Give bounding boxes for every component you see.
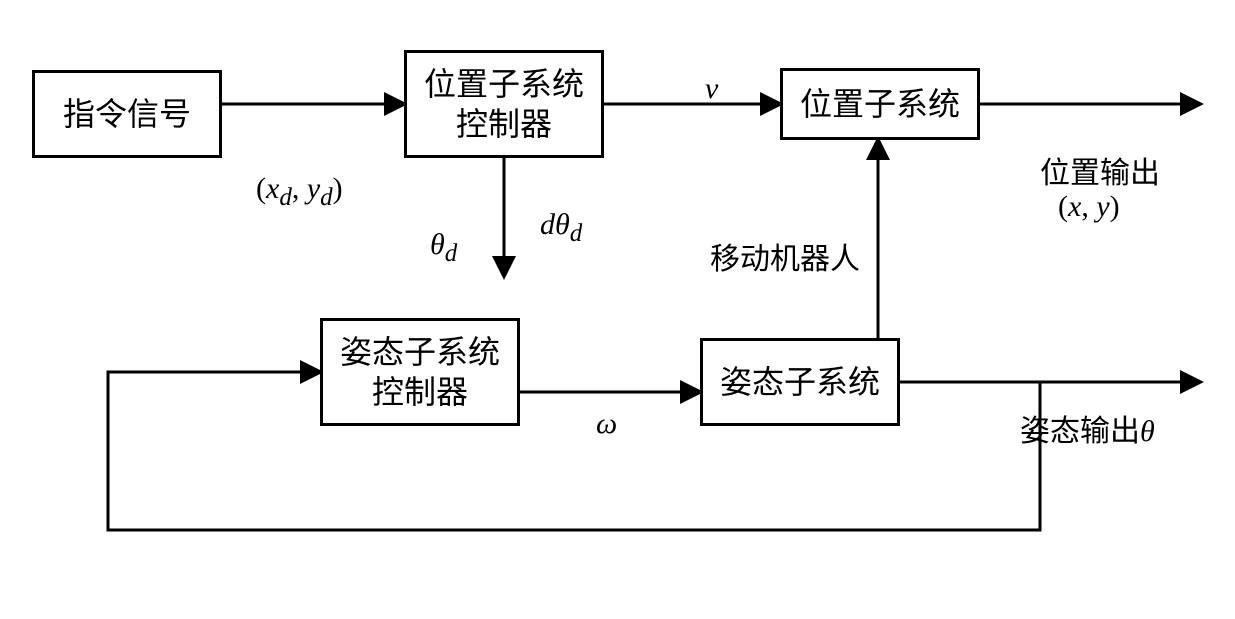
node-label: 指令信号 <box>63 94 191 134</box>
label-attitude-output: 姿态输出θ <box>1020 406 1155 450</box>
label-theta-d: θd <box>430 228 457 268</box>
diagram-stage: 指令信号 位置子系统 控制器 位置子系统 姿态子系统 控制器 姿态子系统 (xd… <box>0 0 1235 619</box>
node-attitude-controller: 姿态子系统 控制器 <box>320 318 520 426</box>
label-xd-yd: (xd, yd) <box>256 172 343 212</box>
label-position-output: 位置输出 <box>1040 148 1160 192</box>
node-position-controller: 位置子系统 控制器 <box>404 50 604 158</box>
label-omega: ω <box>596 407 617 441</box>
node-label: 姿态子系统 控制器 <box>340 332 500 412</box>
label-mobile-robot: 移动机器人 <box>710 234 860 278</box>
node-attitude-subsystem: 姿态子系统 <box>700 338 900 426</box>
node-label: 位置子系统 控制器 <box>424 64 584 144</box>
label-d-theta-d: dθd <box>540 208 582 248</box>
node-label: 位置子系统 <box>800 84 960 124</box>
node-position-subsystem: 位置子系统 <box>780 68 980 140</box>
edge-feedback-theta <box>108 372 1040 530</box>
label-v: v <box>705 72 718 106</box>
node-command-signal: 指令信号 <box>32 70 222 158</box>
node-label: 姿态子系统 <box>720 362 880 402</box>
label-xy: (x, y) <box>1058 190 1120 224</box>
